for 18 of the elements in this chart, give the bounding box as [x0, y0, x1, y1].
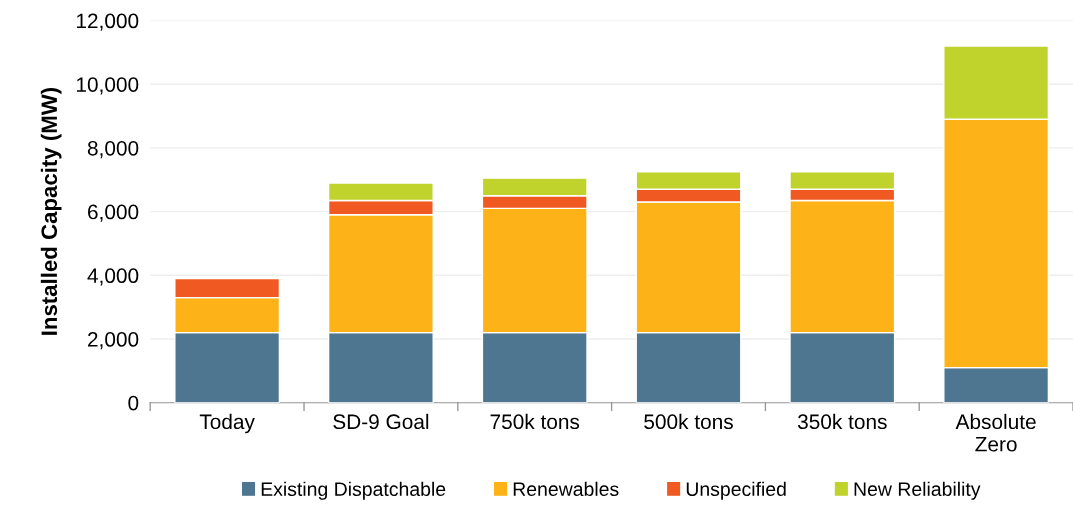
- y-tick-label: 0: [128, 395, 139, 411]
- legend-label: New Reliability: [854, 481, 981, 500]
- x-tick-label: Absolute Zero: [955, 413, 1036, 452]
- y-tick-label: 10,000: [76, 77, 139, 95]
- legend-label: Existing Dispatchable: [261, 481, 446, 500]
- y-tick-label: 2,000: [88, 332, 139, 350]
- x-tick-label: 750k tons: [490, 413, 580, 430]
- x-tick-label: 500k tons: [644, 413, 733, 430]
- x-tick-label: Today: [199, 413, 255, 434]
- x-tick-label: 350k tons: [797, 413, 887, 430]
- y-tick-label: 12,000: [76, 13, 139, 31]
- legend-label: Unspecified: [686, 481, 786, 500]
- y-tick-label: 8,000: [87, 140, 139, 159]
- x-tick-label: SD-9 Goal: [333, 413, 429, 430]
- y-tick-label: 4,000: [87, 268, 139, 286]
- y-tick-label: 6,000: [88, 204, 139, 222]
- y-axis-title: Installed Capacity (MW): [40, 88, 62, 335]
- legend-label: Renewables: [513, 481, 619, 497]
